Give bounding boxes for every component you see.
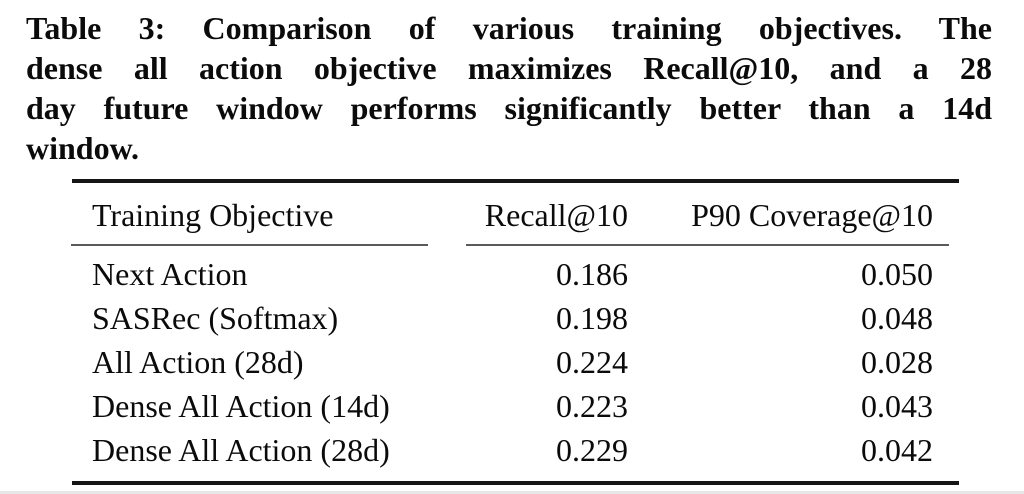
table-top-rule [72, 179, 959, 183]
column-header-recall-at-10: Recall@10 [484, 197, 628, 233]
cell-training-objective: All Action (28d) [92, 344, 304, 380]
cell-training-objective: Next Action [92, 256, 248, 292]
table-bottom-rule [72, 481, 959, 485]
column-header-training-objective: Training Objective [92, 197, 334, 233]
header-midrule-metric-columns [466, 244, 949, 246]
table-row: Dense All Action (14d) 0.223 0.043 [72, 384, 959, 428]
cell-training-objective: Dense All Action (14d) [92, 388, 390, 424]
cell-p90-coverage-at-10: 0.050 [861, 256, 933, 292]
cell-p90-coverage-at-10: 0.043 [861, 388, 933, 424]
cell-training-objective: SASRec (Softmax) [92, 300, 339, 336]
page-crop-artifact [0, 491, 1024, 494]
cell-recall-at-10: 0.229 [556, 432, 628, 468]
table-row: Next Action 0.186 0.050 [72, 252, 959, 296]
cell-recall-at-10: 0.224 [556, 344, 628, 380]
header-midrule-objective-column [71, 244, 428, 246]
table-body: Next Action 0.186 0.050 SASRec (Softmax)… [72, 252, 959, 472]
cell-p90-coverage-at-10: 0.028 [861, 344, 933, 380]
table-row: SASRec (Softmax) 0.198 0.048 [72, 296, 959, 340]
caption-line-1: Table 3: Comparison of various training … [26, 10, 992, 46]
table-header-row: Training Objective Recall@10 P90 Coverag… [72, 186, 959, 244]
cell-recall-at-10: 0.198 [556, 300, 628, 336]
caption-line-3: day future window performs significantly… [26, 90, 992, 126]
table-row: All Action (28d) 0.224 0.028 [72, 340, 959, 384]
table-row: Dense All Action (28d) 0.229 0.042 [72, 428, 959, 472]
cell-recall-at-10: 0.223 [556, 388, 628, 424]
cell-p90-coverage-at-10: 0.048 [861, 300, 933, 336]
caption-line-2: dense all action objective maximizes Rec… [26, 50, 992, 86]
cell-recall-at-10: 0.186 [556, 256, 628, 292]
cell-p90-coverage-at-10: 0.042 [861, 432, 933, 468]
cell-training-objective: Dense All Action (28d) [92, 432, 390, 468]
caption-line-4: window. [26, 130, 139, 166]
table-caption: Table 3: Comparison of various training … [26, 8, 992, 168]
column-header-p90-coverage-at-10: P90 Coverage@10 [691, 197, 933, 233]
